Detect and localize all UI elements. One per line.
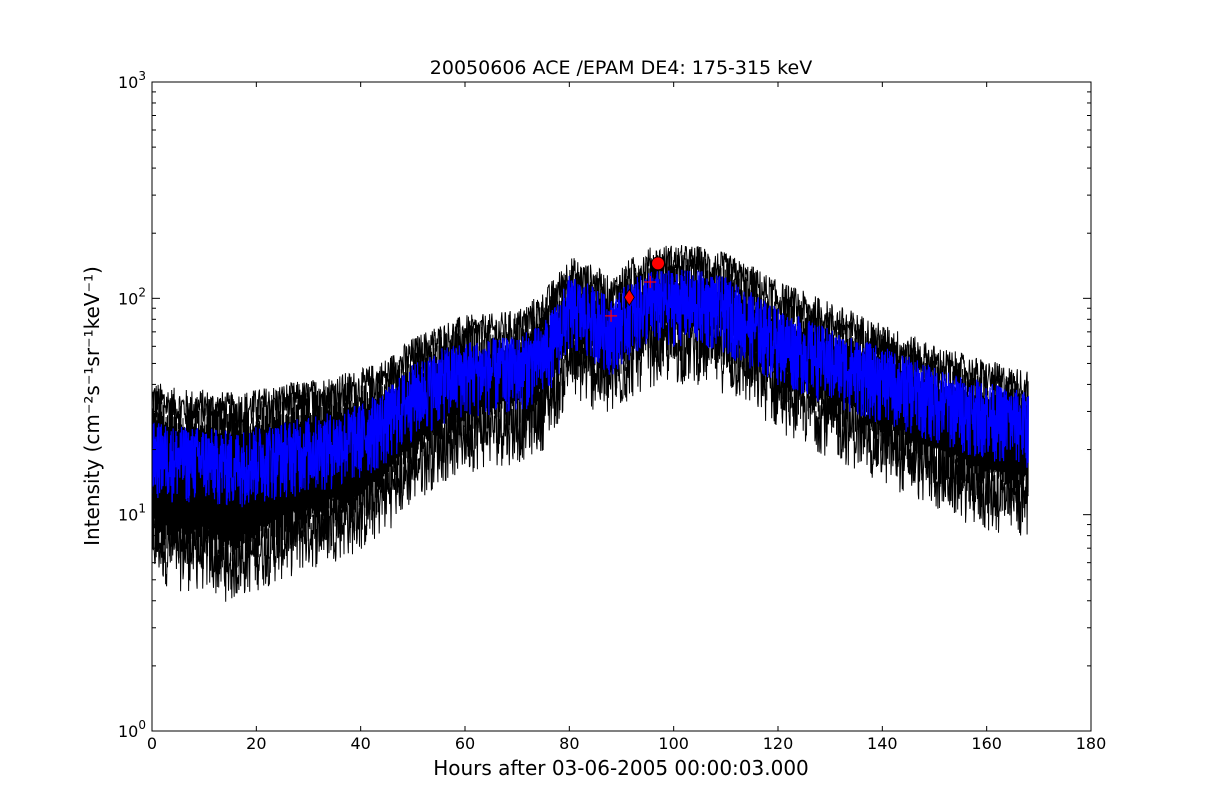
x-tick-label: 120 — [763, 734, 794, 753]
y-tick-label: 101 — [118, 502, 146, 525]
y-axis-label: Intensity (cm⁻²s⁻¹sr⁻¹keV⁻¹) — [80, 266, 104, 546]
marker-circle — [651, 256, 666, 271]
plot-frame — [151, 81, 1092, 732]
y-tick-label: 102 — [118, 285, 146, 308]
x-axis: 0 20 40 60 80 100 120 140 160 180 — [147, 82, 1106, 753]
x-tick-label: 180 — [1076, 734, 1107, 753]
x-tick-label: 0 — [147, 734, 157, 753]
y-axis: 100 101 102 103 — [118, 69, 1091, 741]
x-tick-label: 20 — [246, 734, 266, 753]
x-tick-label: 100 — [658, 734, 689, 753]
chart-title: 20050606 ACE /EPAM DE4: 175-315 keV — [430, 57, 812, 79]
marker-plus — [644, 275, 657, 288]
x-tick-label: 60 — [455, 734, 475, 753]
marker-plus — [605, 309, 618, 322]
x-axis-label: Hours after 03-06-2005 00:00:03.000 — [433, 756, 809, 780]
x-tick-label: 140 — [867, 734, 898, 753]
x-tick-label: 80 — [559, 734, 579, 753]
marker-diamond — [623, 288, 635, 307]
x-tick-label: 40 — [350, 734, 370, 753]
y-tick-label: 100 — [118, 718, 146, 741]
data-layer — [152, 245, 1029, 602]
intensity-series — [152, 269, 1029, 508]
y-tick-label: 103 — [118, 69, 146, 92]
x-tick-label: 160 — [971, 734, 1002, 753]
